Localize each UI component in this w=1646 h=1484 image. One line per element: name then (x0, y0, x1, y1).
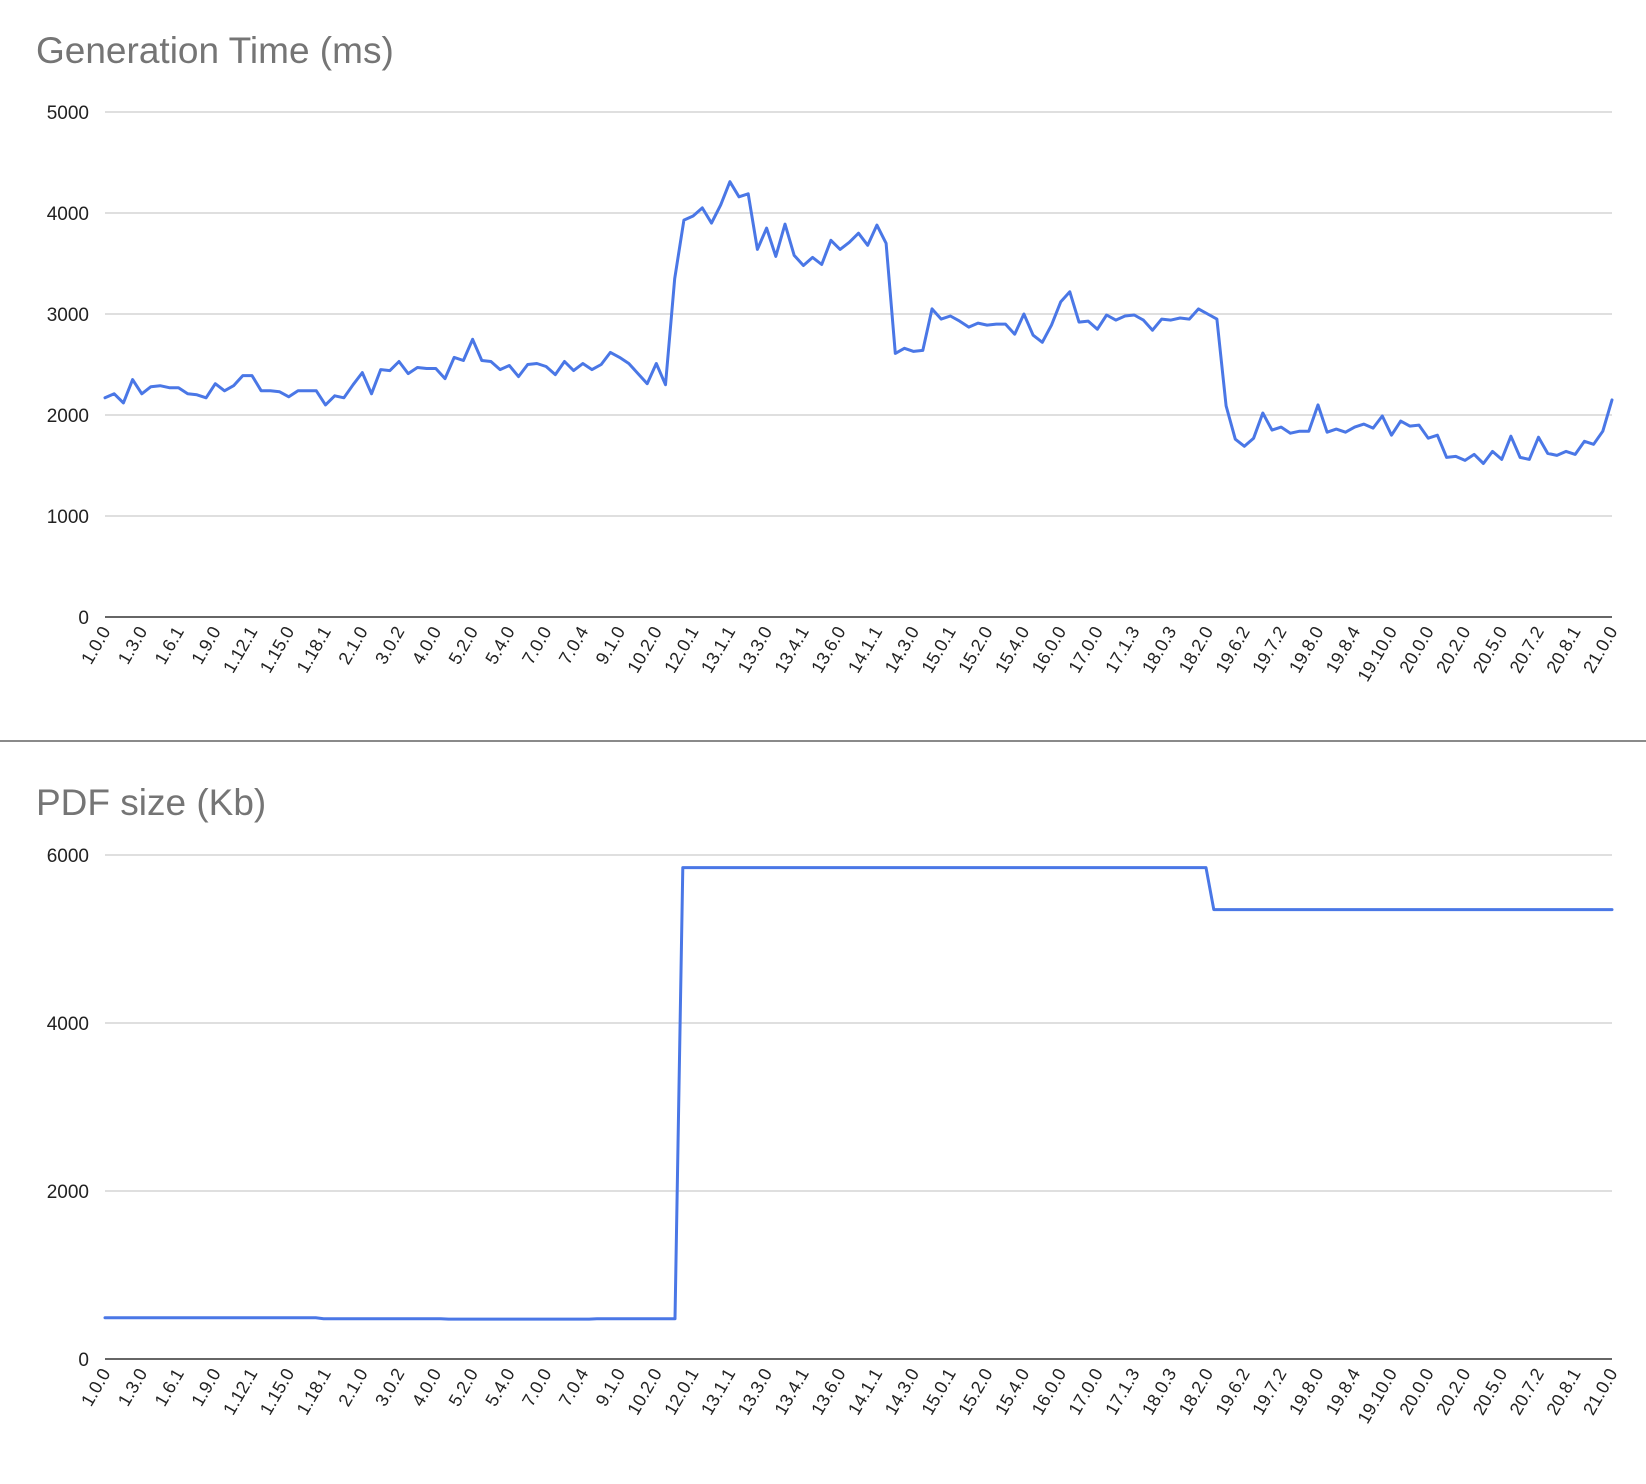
x-tick-label: 17.0.0 (1065, 1365, 1107, 1418)
x-tick-label: 15.2.0 (954, 1365, 996, 1418)
x-tick-label: 5.4.0 (481, 623, 518, 668)
x-tick-label: 1.3.0 (114, 623, 151, 668)
x-tick-label: 16.0.0 (1028, 1365, 1070, 1418)
x-tick-label: 18.2.0 (1175, 1365, 1217, 1418)
x-tick-label: 17.1.3 (1101, 623, 1143, 676)
x-tick-label: 13.6.0 (807, 1365, 849, 1418)
x-tick-label: 3.0.2 (371, 623, 408, 668)
x-tick-label: 1.15.0 (256, 623, 298, 676)
x-tick-label: 20.0.0 (1395, 1365, 1437, 1418)
x-tick-label: 5.2.0 (445, 623, 482, 668)
x-tick-label: 7.0.4 (555, 1365, 592, 1410)
y-tick-label: 0 (78, 608, 89, 629)
x-tick-label: 13.1.1 (697, 1365, 739, 1418)
x-tick-label: 19.7.2 (1248, 1365, 1290, 1418)
x-tick-label: 7.0.0 (518, 1365, 555, 1410)
x-tick-label: 3.0.2 (371, 1365, 408, 1410)
x-tick-label: 20.7.2 (1506, 1365, 1548, 1418)
y-tick-label: 3000 (47, 305, 89, 326)
x-tick-label: 1.18.1 (293, 623, 335, 676)
generation-time-chart: Generation Time (ms) 0 1000 2000 3000 4000 50… (0, 0, 1646, 740)
x-tick-label: 20.8.1 (1542, 1365, 1584, 1418)
x-tick-label: 14.3.0 (881, 623, 923, 676)
x-tick-label: 1.9.0 (187, 623, 224, 668)
x-tick-label: 5.2.0 (445, 1365, 482, 1410)
pdf-size-chart: PDF size (Kb) 0 2000 4000 6000 1.0.0 1.3.0 1.6… (0, 742, 1646, 1484)
x-tick-label: 2.1.0 (334, 623, 371, 668)
x-tick-label: 1.0.0 (77, 623, 114, 668)
x-tick-label: 1.18.1 (293, 1365, 335, 1418)
x-tick-label: 20.2.0 (1432, 1365, 1474, 1418)
x-tick-label: 15.4.0 (991, 623, 1033, 676)
y-tick-label: 1000 (47, 507, 89, 528)
x-tick-label: 19.6.2 (1212, 1365, 1254, 1418)
y-tick-label: 4000 (47, 204, 89, 225)
x-tick-label: 1.6.1 (151, 623, 188, 668)
x-tick-label: 10.2.0 (623, 1365, 665, 1418)
x-tick-label: 10.2.0 (623, 623, 665, 676)
x-tick-label: 13.6.0 (807, 623, 849, 676)
x-tick-label: 16.0.0 (1028, 623, 1070, 676)
x-tick-label: 9.1.0 (592, 1365, 629, 1410)
x-tick-label: 15.2.0 (954, 623, 996, 676)
x-tick-label: 20.5.0 (1469, 1365, 1511, 1418)
chart-title: PDF size (Kb) (36, 782, 267, 823)
x-tick-label: 1.0.0 (77, 1365, 114, 1410)
panel-divider (0, 740, 1646, 742)
series-line (103, 180, 1614, 465)
x-tick-label: 19.7.2 (1248, 623, 1290, 676)
x-tick-label: 20.8.1 (1542, 623, 1584, 676)
x-tick-label: 14.3.0 (881, 1365, 923, 1418)
x-tick-label: 15.0.1 (918, 623, 960, 676)
x-tick-label: 12.0.1 (660, 623, 702, 676)
x-tick-label: 20.5.0 (1469, 623, 1511, 676)
x-tick-label: 18.0.3 (1138, 1365, 1180, 1418)
x-tick-label: 13.4.1 (770, 1365, 812, 1418)
x-tick-label: 13.3.0 (734, 1365, 776, 1418)
x-tick-label: 13.4.1 (770, 623, 812, 676)
y-tick-label: 2000 (47, 406, 89, 427)
x-tick-label: 17.0.0 (1065, 623, 1107, 676)
x-tick-label: 14.1.1 (844, 623, 886, 676)
x-tick-label: 9.1.0 (592, 623, 629, 668)
x-tick-label: 19.8.0 (1285, 1365, 1327, 1418)
chart-title: Generation Time (ms) (36, 30, 394, 71)
x-tick-label: 4.0.0 (408, 1365, 445, 1410)
x-tick-label: 1.9.0 (187, 1365, 224, 1410)
x-tick-label: 7.0.4 (555, 623, 592, 668)
x-tick-label: 13.1.1 (697, 623, 739, 676)
y-tick-label: 0 (78, 1350, 89, 1371)
x-tick-label: 15.4.0 (991, 1365, 1033, 1418)
generation-time-plot: 0 1000 2000 3000 4000 5000 1.0.0 1.3.0 1.6.1 1.9.… (47, 103, 1622, 685)
x-tick-label: 18.2.0 (1175, 623, 1217, 676)
x-tick-label: 5.4.0 (481, 1365, 518, 1410)
x-tick-label: 19.8.0 (1285, 623, 1327, 676)
x-tick-label: 21.0.0 (1579, 1365, 1621, 1418)
x-tick-label: 1.3.0 (114, 1365, 151, 1410)
x-tick-label: 12.0.1 (660, 1365, 702, 1418)
x-tick-label: 18.0.3 (1138, 623, 1180, 676)
y-tick-label: 6000 (47, 846, 89, 867)
x-tick-label: 7.0.0 (518, 623, 555, 668)
x-tick-label: 20.0.0 (1395, 623, 1437, 676)
x-tick-label: 17.1.3 (1101, 1365, 1143, 1418)
x-tick-label: 14.1.1 (844, 1365, 886, 1418)
x-tick-label: 20.2.0 (1432, 623, 1474, 676)
y-tick-label: 5000 (47, 103, 89, 124)
x-tick-label: 1.15.0 (256, 1365, 298, 1418)
x-tick-label: 13.3.0 (734, 623, 776, 676)
x-tick-label: 2.1.0 (334, 1365, 371, 1410)
y-tick-label: 4000 (47, 1014, 89, 1035)
x-tick-label: 1.12.1 (219, 623, 261, 676)
series-line (103, 866, 1614, 1321)
x-tick-label: 15.0.1 (918, 1365, 960, 1418)
x-tick-label: 21.0.0 (1579, 623, 1621, 676)
x-tick-label: 1.6.1 (151, 1365, 188, 1410)
x-tick-label: 4.0.0 (408, 623, 445, 668)
x-tick-label: 20.7.2 (1506, 623, 1548, 676)
x-tick-label: 1.12.1 (219, 1365, 261, 1418)
y-tick-label: 2000 (47, 1182, 89, 1203)
x-tick-label: 19.6.2 (1212, 623, 1254, 676)
